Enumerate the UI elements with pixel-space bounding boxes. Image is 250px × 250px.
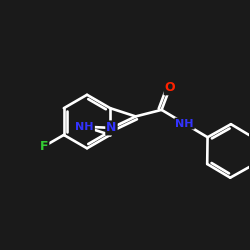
Text: NH: NH (175, 118, 194, 128)
Text: F: F (40, 140, 48, 153)
Text: O: O (164, 81, 175, 94)
Text: NH: NH (76, 122, 94, 132)
Text: N: N (106, 122, 117, 134)
